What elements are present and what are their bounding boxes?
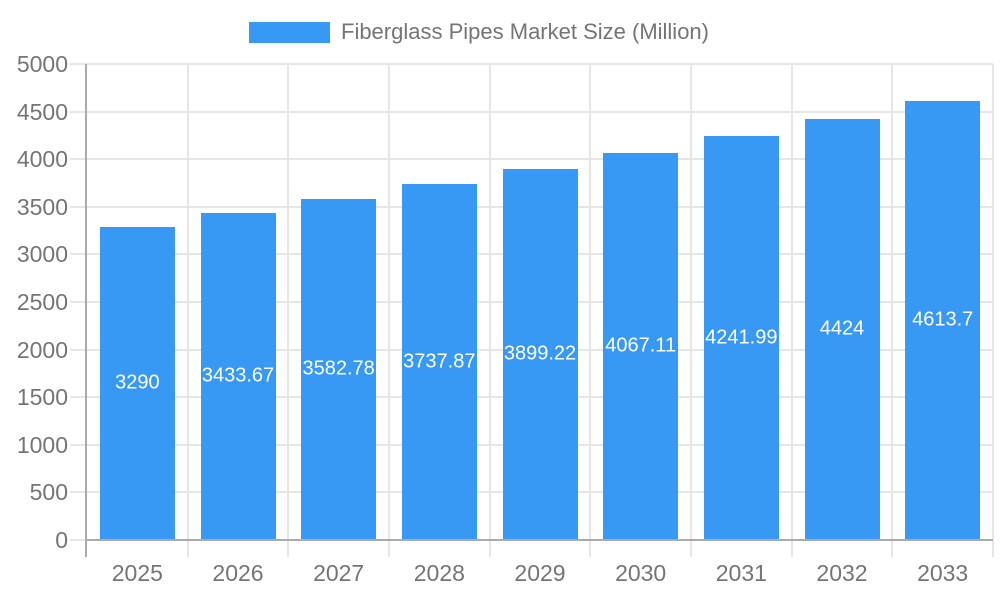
x-axis-line (85, 539, 993, 541)
bar[interactable] (703, 136, 779, 539)
x-gridline (489, 64, 491, 540)
x-axis-label: 2033 (917, 560, 969, 586)
y-axis-tick (70, 253, 87, 255)
x-axis-tick (388, 541, 390, 557)
bar[interactable] (804, 118, 880, 539)
bar[interactable] (401, 184, 477, 539)
x-gridline (791, 64, 793, 540)
bar[interactable] (99, 226, 175, 539)
y-axis-label: 3000 (16, 241, 68, 267)
bar[interactable] (502, 168, 578, 539)
y-gridline (87, 111, 993, 113)
x-gridline (287, 64, 289, 540)
x-axis-label: 2025 (111, 560, 163, 586)
y-gridline (87, 158, 993, 160)
bar-value-label: 3582.78 (302, 357, 375, 380)
y-axis-tick (70, 396, 87, 398)
x-axis-tick (187, 541, 189, 557)
y-axis-label: 0 (55, 527, 68, 553)
x-gridline (187, 64, 189, 540)
y-axis-tick (70, 158, 87, 160)
y-axis-tick (70, 349, 87, 351)
bar-value-label: 4067.11 (605, 334, 677, 357)
legend-swatch (249, 21, 330, 43)
x-gridline (891, 64, 893, 540)
x-axis-label: 2031 (715, 560, 767, 586)
y-axis-tick (70, 491, 87, 493)
y-gridline (87, 63, 993, 65)
bar[interactable] (905, 100, 981, 539)
y-axis-tick (70, 206, 87, 208)
y-axis-tick (70, 539, 87, 541)
x-axis-tick (891, 541, 893, 557)
legend-label: Fiberglass Pipes Market Size (Million) (341, 19, 709, 44)
x-axis-label: 2028 (413, 560, 465, 586)
x-axis-label: 2027 (313, 560, 365, 586)
bar-value-label: 4613.7 (912, 308, 974, 331)
x-gridline (690, 64, 692, 540)
y-axis-label: 2000 (16, 337, 68, 363)
y-axis-label: 3500 (16, 194, 68, 220)
y-axis-tick (70, 444, 87, 446)
x-axis-label: 2032 (816, 560, 868, 586)
bar-value-label: 3433.67 (201, 364, 275, 387)
y-axis-label: 1000 (16, 432, 68, 458)
bar-value-label: 3899.22 (503, 342, 577, 365)
x-axis-tick (992, 541, 994, 557)
bar-value-label: 4424 (819, 317, 865, 340)
x-gridline (388, 64, 390, 540)
bar[interactable] (301, 198, 377, 539)
y-axis-label: 500 (29, 479, 68, 505)
y-axis-line (85, 64, 87, 557)
x-axis-tick (589, 541, 591, 557)
y-axis-tick (70, 301, 87, 303)
x-axis-label: 2030 (615, 560, 667, 586)
y-axis-label: 4500 (16, 99, 68, 125)
legend[interactable]: Fiberglass Pipes Market Size (Million) (249, 19, 709, 44)
y-axis-label: 5000 (16, 51, 68, 77)
x-axis-tick (287, 541, 289, 557)
y-axis-tick (70, 111, 87, 113)
bar-value-label: 3290 (115, 371, 160, 394)
x-axis-label: 2026 (212, 560, 264, 586)
bar-value-label: 4241.99 (705, 326, 778, 349)
y-axis-label: 4000 (16, 146, 68, 172)
x-axis-tick (791, 541, 793, 557)
x-gridline (589, 64, 591, 540)
bar[interactable] (200, 213, 276, 539)
x-axis-label: 2029 (514, 560, 566, 586)
x-axis-tick (690, 541, 692, 557)
y-axis-tick (70, 63, 87, 65)
y-axis-label: 2500 (16, 289, 68, 315)
bar[interactable] (603, 152, 679, 539)
bar-value-label: 3737.87 (403, 350, 476, 373)
y-axis-label: 1500 (16, 384, 68, 410)
x-axis-tick (489, 541, 491, 557)
x-gridline (992, 64, 994, 540)
